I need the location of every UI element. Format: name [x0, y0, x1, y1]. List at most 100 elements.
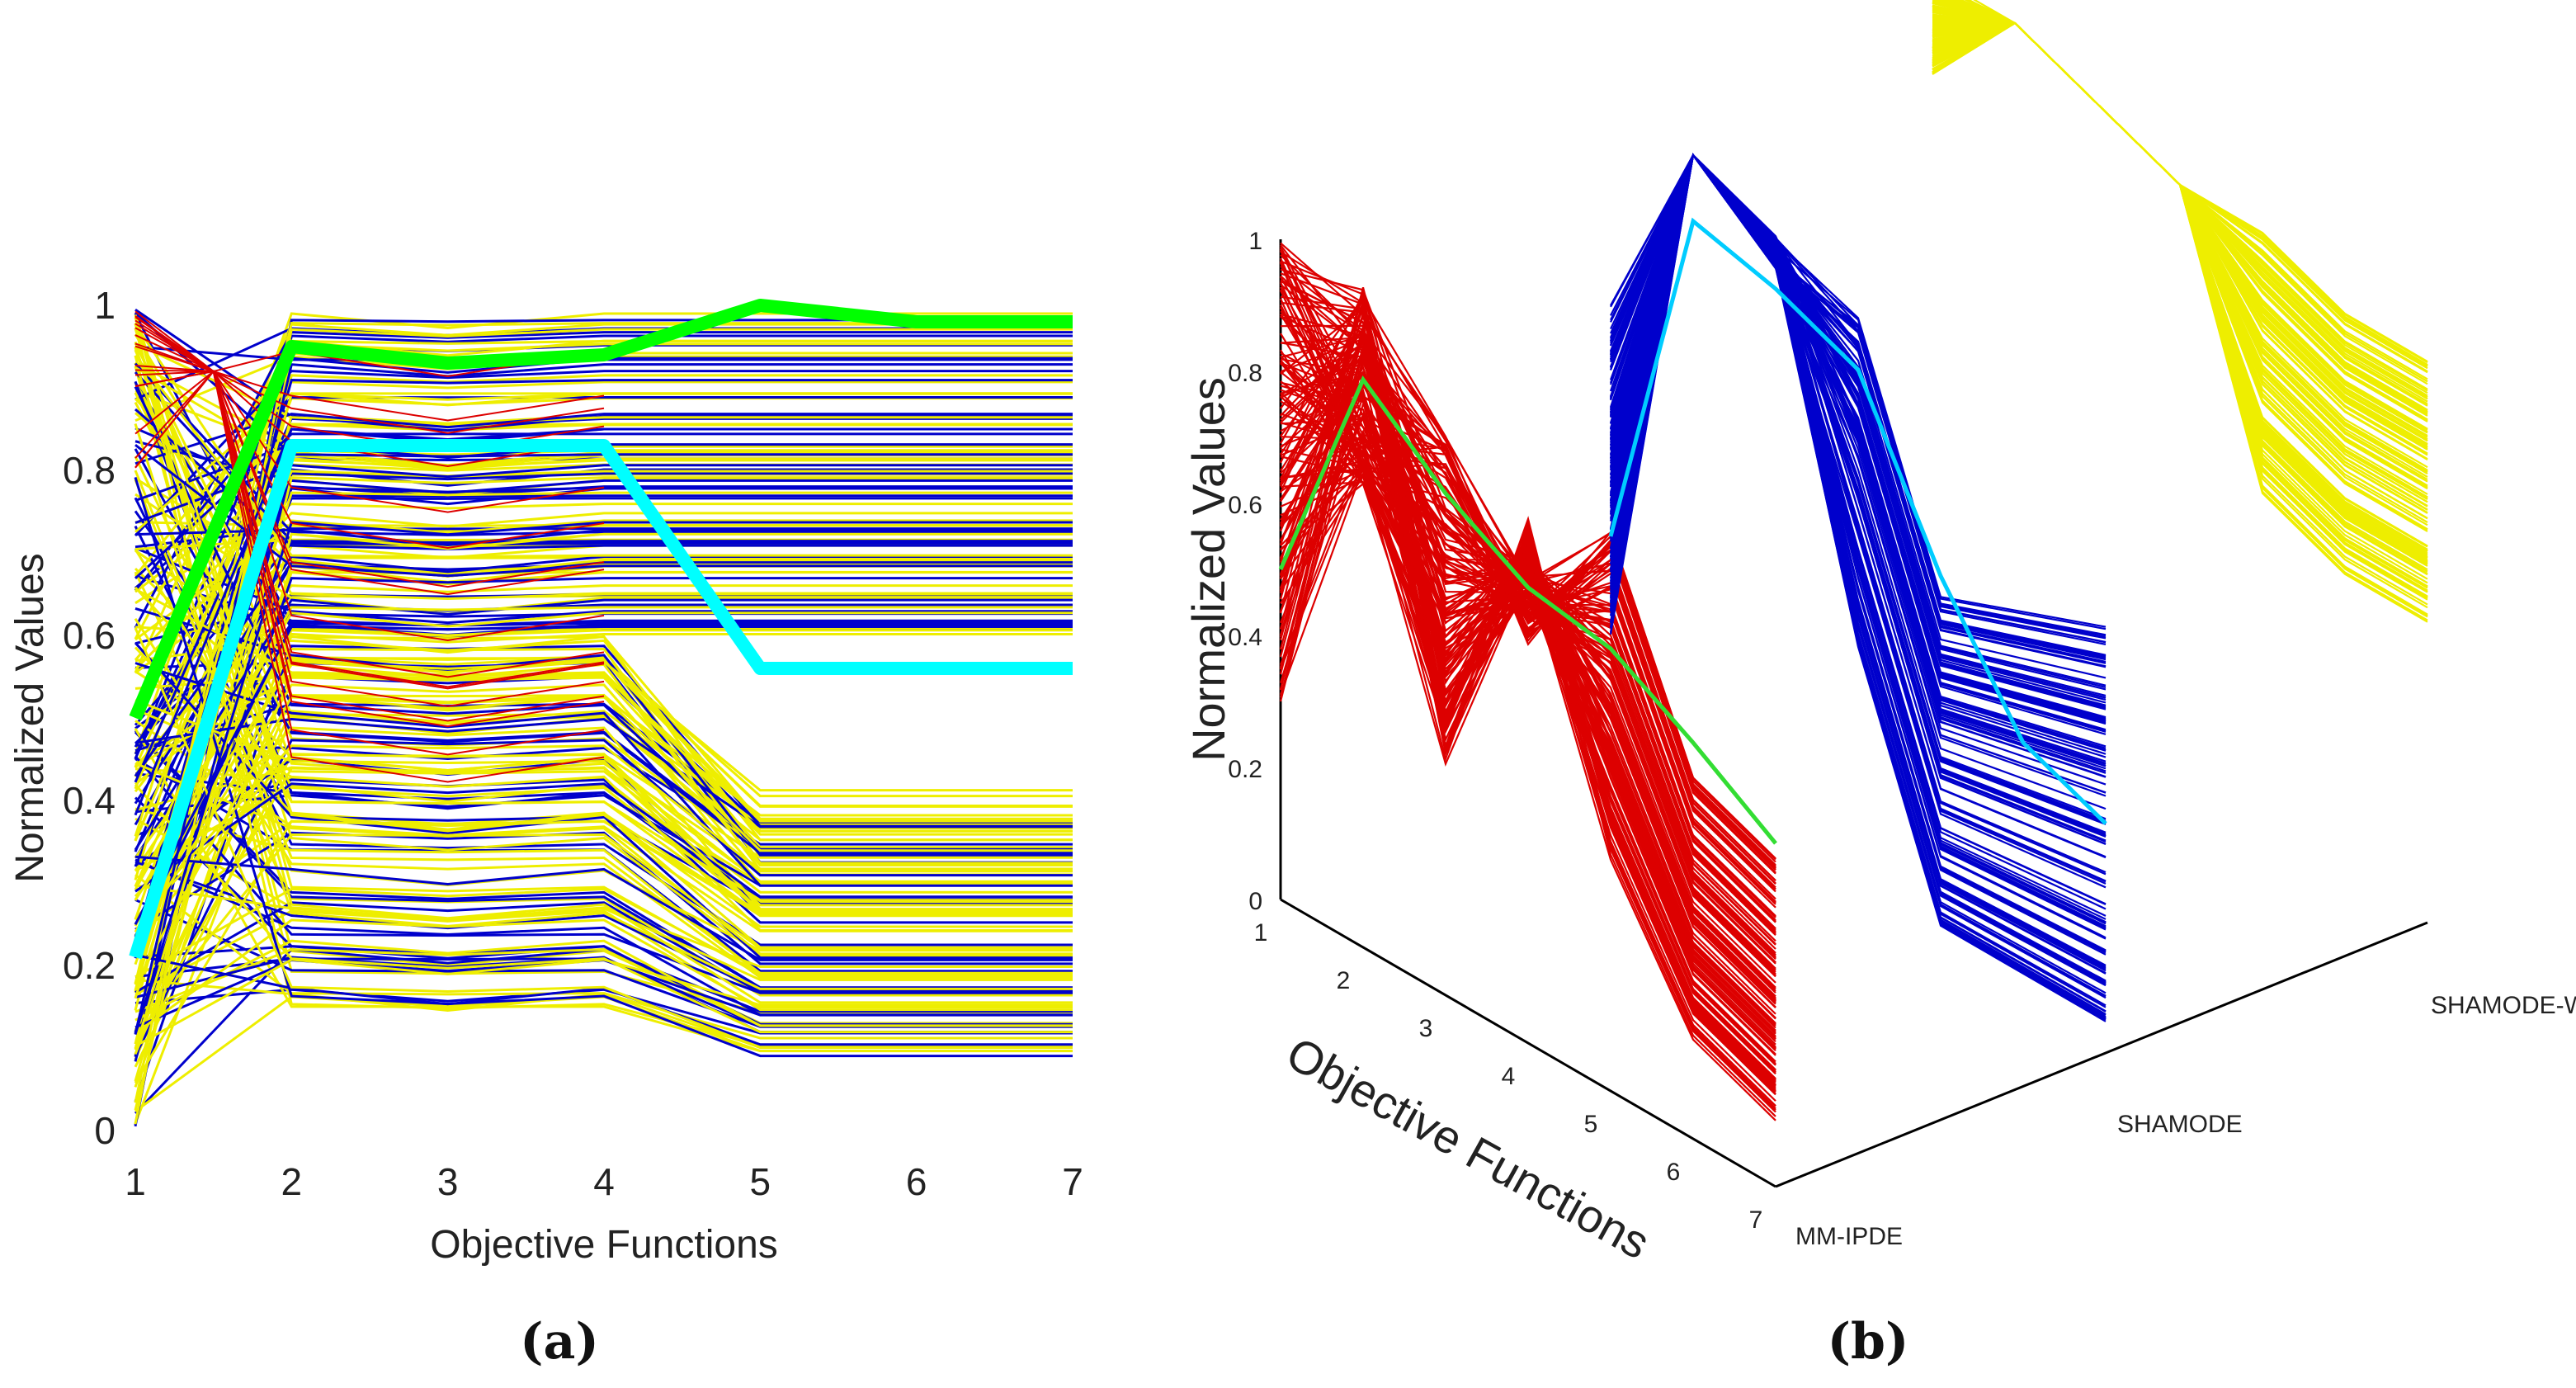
chart-b-line [1932, 21, 2428, 552]
chart-b-line [1932, 21, 2428, 563]
chart-b-line [1280, 437, 1776, 945]
chart-b-line [1932, 21, 2428, 548]
chart-a-line [134, 571, 1073, 997]
chart-a-line [134, 588, 1073, 833]
chart-a-line [134, 648, 1073, 865]
chart-a-line [134, 374, 1073, 1045]
chart-a-line [134, 323, 605, 434]
chart-a-xtick-label: 2 [281, 1160, 303, 1203]
chart-b-line [1932, 17, 2428, 555]
chart-a-line [134, 586, 1073, 885]
chart-b-highlight-line [1608, 217, 2107, 825]
chart-a-line [134, 334, 605, 588]
chart-b-xtick-label: 3 [1419, 1015, 1433, 1042]
chart-b-layers [1278, 0, 2428, 1121]
panel-b-label: (b) [1828, 1313, 1909, 1371]
chart-b-line [1932, 21, 2428, 438]
chart-b-line [1964, 0, 2428, 531]
chart-b-line [1932, 21, 2428, 575]
chart-a-line [134, 887, 1073, 979]
chart-b-ytick-label: 1 [1248, 228, 1262, 255]
chart-a-line [134, 493, 1073, 616]
chart-b-highlight-line [1278, 375, 1777, 845]
chart-a-line [134, 370, 605, 756]
chart-b-x-ticks: 1 2 3 4 5 6 7 [1254, 919, 1763, 1234]
chart-a-xtick-label: 4 [593, 1160, 615, 1203]
chart-b-line [1280, 418, 1776, 973]
chart-a-line [134, 778, 1073, 924]
chart-b-line [1280, 280, 1776, 961]
chart-b-line [1966, 0, 2428, 362]
chart-a-line [134, 606, 1073, 890]
chart-b-line [1280, 448, 1776, 1075]
chart-b-line [1932, 21, 2428, 478]
chart-b-line [1280, 342, 1776, 1113]
chart-b-line [1954, 0, 2428, 471]
chart-b-line [1280, 415, 1776, 889]
chart-a-line [134, 642, 1073, 960]
chart-b-line [1609, 153, 2107, 882]
chart-b-ytick-label: 0.4 [1228, 624, 1262, 651]
chart-a-line [134, 448, 1073, 854]
chart-b-xtick-label: 6 [1667, 1159, 1681, 1186]
chart-a-line [134, 444, 1073, 578]
chart-a-line [134, 918, 1073, 1035]
chart-a-line [134, 731, 1073, 989]
chart-a-line [134, 673, 1073, 1055]
chart-a-line [134, 370, 1073, 537]
chart-b-line [1932, 21, 2428, 446]
chart-b-line [1279, 302, 1776, 1087]
chart-a-xtick-label: 6 [906, 1160, 927, 1203]
chart-a-line [134, 861, 1073, 992]
chart-b-ylabel: Normalized Values [1182, 377, 1234, 762]
chart-a-line [134, 369, 605, 422]
chart-b-xtick-label: 7 [1749, 1206, 1763, 1234]
chart-b-layer [1932, 0, 2428, 623]
chart-b-line [1280, 434, 1776, 870]
chart-a-line [134, 662, 1073, 887]
chart-b-line [1932, 21, 2428, 446]
chart-a-xtick-label: 1 [125, 1160, 146, 1203]
chart-a-lines [134, 308, 1073, 1127]
chart-a-ylabel: Normalized Values [8, 553, 52, 882]
chart-b-line [1932, 4, 2428, 488]
chart-b-ytick-label: 0 [1248, 888, 1262, 915]
chart-a-line [134, 371, 1073, 545]
chart-a-line [134, 432, 1073, 579]
chart-b-xtick-label: 5 [1584, 1111, 1598, 1138]
chart-a-highlight-line [129, 439, 1073, 960]
chart-b-line [1932, 21, 2428, 552]
chart-b-line [1932, 4, 2428, 580]
chart-b-line [1932, 21, 2428, 558]
chart-b-line [1966, 0, 2428, 407]
chart-a-line [134, 362, 1073, 536]
chart-b-line [1932, 21, 2428, 584]
chart-b-line [1932, 21, 2428, 366]
chart-a-line [134, 739, 1073, 1057]
chart-a-line [134, 334, 1073, 1126]
chart-a-line [134, 316, 605, 596]
chart-a-line [134, 639, 1073, 842]
chart-a-line [134, 468, 1073, 1062]
chart-b-line [1932, 21, 2428, 576]
chart-a-line [134, 392, 1073, 947]
chart-b-ztick-label: SHAMODE-WO [2431, 992, 2576, 1019]
chart-b-xtick-label: 4 [1502, 1063, 1516, 1090]
chart-a-line [134, 503, 1073, 605]
chart-b-line [1932, 18, 2428, 390]
chart-a-line [134, 541, 1073, 726]
chart-b-line [1932, 21, 2428, 364]
chart-a-line [134, 607, 1073, 857]
chart-b-z-ticks: MM-IPDE SHAMODE SHAMODE-WO [1795, 992, 2576, 1250]
chart-b: 0 0.2 0.4 0.6 0.8 1 1 2 3 4 5 6 7 MM-IPDE SHAMODE SHA… [1182, 0, 2576, 1371]
chart-a-line [134, 423, 1073, 984]
chart-a-ytick-label: 0 [94, 1109, 116, 1152]
chart-a-line [134, 855, 1073, 961]
chart-b-line [1932, 7, 2428, 547]
chart-a-line [134, 519, 1073, 1050]
chart-a-xtick-label: 5 [750, 1160, 771, 1203]
chart-a-line [134, 314, 1073, 928]
chart-b-line [1932, 21, 2428, 553]
chart-a-line [134, 710, 1073, 1032]
chart-b-z-axis-line [1775, 921, 2428, 1188]
